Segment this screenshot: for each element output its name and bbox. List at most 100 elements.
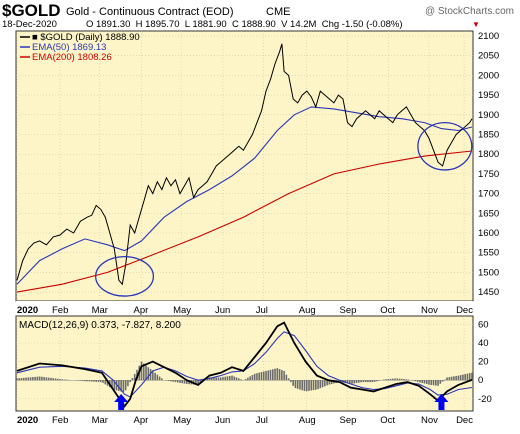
histogram-bar: [358, 380, 360, 382]
histogram-bar: [234, 377, 236, 381]
histogram-bar: [326, 380, 328, 385]
histogram-bar: [408, 380, 410, 381]
month-label: Apr: [134, 305, 149, 316]
month-label: Jun: [215, 415, 230, 426]
histogram-bar: [299, 380, 301, 389]
histogram-bar: [283, 371, 285, 380]
histogram-bar: [247, 378, 249, 381]
histogram-bar: [32, 377, 34, 380]
histogram-bar: [304, 380, 306, 391]
price-tick-label: 2050: [478, 51, 499, 62]
month-label: May: [173, 305, 191, 316]
histogram-bar: [159, 377, 161, 381]
histogram-bar: [132, 378, 134, 380]
histogram-bar: [34, 377, 36, 380]
month-label: Nov: [421, 415, 438, 426]
price-tick-label: 2100: [478, 31, 499, 42]
histogram-bar: [363, 380, 365, 382]
price-tick-label: 1550: [478, 248, 499, 259]
month-label: Jun: [215, 305, 230, 316]
histogram-bar: [236, 377, 238, 380]
histogram-bar: [367, 380, 369, 382]
histogram-bar: [435, 380, 437, 385]
histogram-bar: [48, 378, 50, 381]
histogram-bar: [419, 380, 421, 382]
histogram-bar: [440, 380, 442, 383]
histogram-bar: [286, 375, 288, 381]
histogram-bar: [313, 380, 315, 390]
histogram-bar: [175, 380, 177, 382]
histogram-bar: [21, 378, 23, 380]
histogram-bar: [55, 378, 57, 380]
histogram-bar: [270, 370, 272, 380]
month-label: May: [173, 415, 191, 426]
histogram-bar: [59, 379, 61, 380]
histogram-bar: [376, 380, 378, 381]
month-label: Feb: [52, 305, 68, 316]
month-label: 2020: [17, 415, 38, 426]
month-label: Sep: [339, 305, 356, 316]
histogram-bar: [471, 373, 473, 381]
histogram-bar: [104, 380, 106, 384]
histogram-bar: [18, 378, 20, 380]
histogram-bar: [50, 378, 52, 380]
histogram-bar: [28, 377, 30, 380]
histogram-bar: [95, 380, 97, 382]
histogram-bar: [387, 379, 389, 380]
price-tick-label: 1800: [478, 149, 499, 160]
histogram-bar: [290, 380, 292, 382]
histogram-bar: [64, 379, 66, 380]
histogram-bar: [320, 380, 322, 388]
histogram-bar: [277, 368, 279, 380]
date-label: 18-Dec-2020: [2, 19, 57, 30]
price-tick-label: 1450: [478, 287, 499, 298]
histogram-bar: [170, 380, 172, 381]
histogram-bar: [263, 371, 265, 380]
histogram-bar: [451, 377, 453, 381]
histogram-bar: [157, 375, 159, 381]
histogram-bar: [141, 362, 143, 381]
histogram-bar: [353, 380, 355, 383]
macd-tick-label: 40: [478, 338, 489, 349]
month-label: Dec: [456, 415, 473, 426]
histogram-bar: [218, 377, 220, 380]
exchange-label: CME: [266, 6, 290, 18]
histogram-bar: [184, 380, 186, 383]
histogram-bar: [229, 376, 231, 380]
histogram-bar: [39, 377, 41, 381]
price-tick-label: 1750: [478, 169, 499, 180]
ohlc-readout: O 1891.30 H 1895.70 L 1881.90 C 1888.90 …: [86, 19, 403, 30]
histogram-bar: [392, 379, 394, 381]
macd-legend: MACD(12,26,9) 0.373, -7.827, 8.200: [19, 320, 181, 331]
histogram-bar: [385, 379, 387, 380]
chg-arrow-icon: ▼: [472, 20, 480, 29]
histogram-bar: [82, 380, 84, 381]
histogram-bar: [467, 374, 469, 381]
histogram-bar: [417, 380, 419, 382]
histogram-bar: [98, 380, 100, 382]
histogram-bar: [254, 374, 256, 381]
histogram-bar: [91, 380, 93, 381]
histogram-bar: [245, 379, 247, 380]
histogram-bar: [93, 380, 95, 381]
histogram-bar: [394, 378, 396, 380]
histogram-bar: [261, 372, 263, 380]
price-tick-label: 1950: [478, 90, 499, 101]
histogram-bar: [369, 380, 371, 382]
histogram-bar: [25, 378, 27, 381]
histogram-bar: [433, 380, 435, 385]
histogram-bar: [437, 380, 439, 386]
price-tick-label: 1700: [478, 189, 499, 200]
macd-tick-label: 60: [478, 319, 489, 330]
month-label: Apr: [134, 415, 149, 426]
histogram-bar: [295, 380, 297, 388]
histogram-bar: [224, 377, 226, 381]
histogram-bar: [86, 380, 88, 381]
histogram-bar: [279, 369, 281, 380]
histogram-bar: [16, 378, 18, 380]
price-tick-label: 2000: [478, 70, 499, 81]
price-tick-label: 1600: [478, 228, 499, 239]
histogram-bar: [89, 380, 91, 381]
month-label: Jul: [256, 415, 268, 426]
histogram-bar: [444, 380, 446, 381]
